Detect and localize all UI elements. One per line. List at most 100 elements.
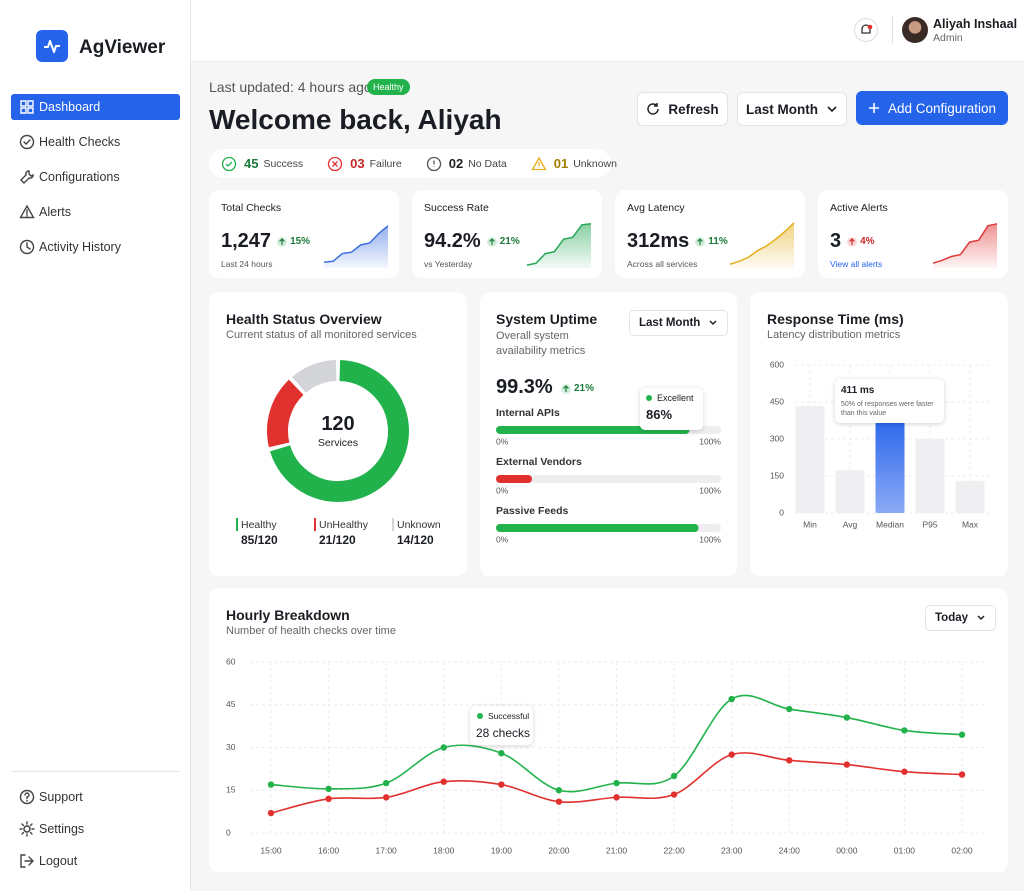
nav-item[interactable]: Settings [11, 816, 180, 842]
page-title: Welcome back, Aliyah [209, 104, 502, 135]
refresh-button[interactable]: Refresh [637, 92, 728, 126]
status-item: 02 No Data [426, 156, 507, 172]
donut-total-label: Services [317, 437, 359, 449]
kpi-note: vs Yesterday [424, 259, 473, 269]
change-label: 4% [860, 236, 875, 247]
button-label: Last Month [746, 101, 818, 117]
nav-item[interactable]: Support [11, 784, 180, 810]
kpi-change: 11% [695, 236, 728, 247]
nav-label: Logout [39, 854, 78, 868]
nav-item[interactable]: Alerts [11, 199, 180, 225]
period-select[interactable]: Last Month [737, 92, 847, 126]
change-label: 11% [708, 236, 728, 247]
nav-label: Support [39, 790, 83, 804]
brand: AgViewer [79, 37, 166, 58]
nav-label: Activity History [39, 240, 121, 254]
nav-label: Health Checks [39, 135, 121, 149]
icon [20, 854, 34, 868]
chevron [709, 319, 717, 325]
legend-label: Healthy [241, 519, 277, 531]
nav-label: Alerts [39, 205, 71, 219]
tooltip-value: 86% [646, 407, 673, 422]
card-subtitle: Current status of all monitored services [226, 329, 417, 341]
period-select[interactable]: Last Month [629, 310, 729, 336]
status-label: No Data [468, 157, 507, 170]
chevron [977, 614, 985, 620]
kpi-link[interactable]: View all alerts [830, 259, 883, 269]
bell-icon [861, 24, 873, 34]
card-title: System Uptime [496, 311, 598, 327]
kpi-note: Last 24 hours [221, 259, 273, 269]
nav-label: Dashboard [39, 100, 101, 114]
change-label: 21% [574, 383, 595, 394]
kpi-title: Total Checks [221, 202, 282, 214]
icon [19, 134, 35, 150]
logo-icon [44, 40, 60, 53]
tooltip-value: 28 checks [476, 726, 531, 740]
kpi-value: 94.2% [424, 230, 481, 252]
status-label: Unknown [573, 157, 617, 170]
legend-value: 21/120 [319, 533, 356, 547]
card-title: Hourly Breakdown [226, 607, 350, 623]
status-count: 45 [244, 156, 259, 171]
up-icon [561, 383, 571, 394]
legend-label: UnHealthy [319, 519, 369, 531]
tooltip-note: 50% of responses were faster than this v… [841, 401, 934, 417]
period-select[interactable]: Today [925, 605, 997, 631]
select-label: Last Month [639, 317, 701, 329]
status-icon [221, 156, 237, 171]
tooltip-title: Successful [488, 711, 530, 721]
dot [646, 395, 652, 401]
card-title: Health Status Overview [226, 311, 382, 327]
tooltip: 411 ms 50% of responses were faster than… [835, 379, 944, 423]
kpi-value: 312ms [627, 230, 690, 252]
nav-item[interactable]: Health Checks [11, 129, 180, 155]
card-subtitle: Number of health checks over time [226, 625, 396, 637]
topbar [191, 0, 1024, 62]
icon [20, 170, 34, 184]
icon [20, 100, 34, 114]
nav-item[interactable]: Activity History [11, 234, 180, 260]
nav-item[interactable]: Logout [11, 848, 180, 874]
status-count: 03 [350, 156, 365, 171]
nav-label: Settings [39, 822, 85, 836]
kpi-title: Active Alerts [830, 202, 888, 214]
bar-label: Passive Feeds [496, 505, 569, 517]
notifications[interactable] [854, 18, 878, 42]
uptime-value: 99.3% [496, 376, 553, 398]
logo [36, 30, 68, 62]
add-config-button[interactable]: Add Configuration [856, 91, 1008, 125]
button-label: Refresh [668, 101, 719, 117]
bar-label: External Vendors [496, 456, 582, 468]
uptime-change: 21% [561, 383, 594, 394]
kpi-change: 4% [847, 236, 875, 247]
nav-item[interactable]: Configurations [11, 164, 180, 190]
legend-swatch [392, 518, 394, 531]
kpi-change: 21% [486, 236, 520, 247]
status-label: Failure [369, 157, 402, 170]
bar-label: Internal APIs [496, 407, 560, 419]
legend-label: Unknown [397, 519, 441, 531]
user-role: Admin [933, 32, 963, 44]
refresh-icon [647, 103, 660, 115]
status-count: 02 [448, 156, 464, 171]
up-icon [847, 236, 858, 247]
legend-value: 14/120 [397, 533, 434, 547]
kpi-title: Avg Latency [627, 202, 685, 214]
change-label: 21% [499, 236, 520, 247]
nav-item[interactable]: Dashboard [11, 94, 180, 120]
status-item: 45 Success [221, 156, 303, 172]
status-icon [426, 156, 441, 171]
button-label: Add Configuration [887, 100, 997, 116]
avatar[interactable] [902, 17, 928, 43]
status-label: Success [263, 157, 304, 170]
plus-icon [868, 103, 879, 113]
legend-swatch [236, 518, 238, 531]
up-icon [486, 236, 497, 247]
donut-total: 120 [321, 413, 355, 435]
up-icon [277, 236, 288, 247]
kpi-note: Across all services [627, 259, 698, 269]
chevron [827, 106, 837, 113]
status-icon [328, 156, 343, 171]
